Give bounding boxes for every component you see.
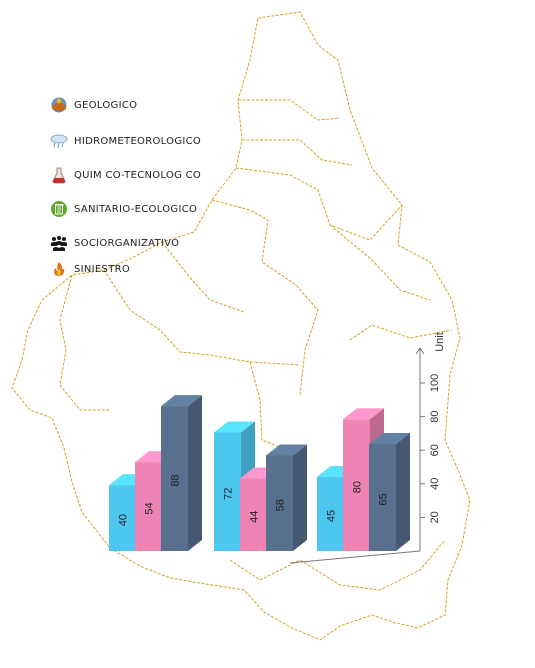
legend: GEOLOGICO HIDROMETEOROLOGICO QUIM CO-TEC…	[50, 96, 250, 286]
map-district-line	[242, 139, 353, 166]
map-district-line	[59, 274, 110, 411]
bar-group1-series3: 88	[161, 395, 202, 551]
legend-item-sanitario: SANITARIO-ECOLOGICO	[50, 200, 197, 218]
legend-label: SANITARIO-ECOLOGICO	[74, 203, 198, 215]
legend-item-siniestro: SINIESTRO	[50, 260, 130, 278]
map-district-line	[161, 241, 245, 313]
bar-top	[343, 408, 384, 420]
legend-label: SINIESTRO	[74, 263, 131, 275]
y-tick-label: 40	[429, 478, 441, 490]
bar	[161, 406, 188, 551]
legend-label: GEOLOGICO	[74, 99, 138, 111]
y-tick-label: 80	[429, 410, 441, 422]
y-axis-label: Unit	[434, 332, 446, 352]
map-district-line	[229, 539, 446, 591]
bar	[214, 432, 241, 551]
bar-side	[293, 444, 307, 551]
bar-value-label: 88	[170, 474, 182, 486]
y-axis-arrow	[415, 347, 425, 355]
bar	[240, 478, 267, 551]
bar	[369, 443, 396, 551]
fire-icon	[54, 262, 65, 276]
trash-bin-icon	[51, 201, 67, 217]
map-boundary	[11, 11, 471, 641]
map-district-line	[238, 99, 341, 121]
bar-group2-series3: 58	[266, 444, 307, 551]
map-district-line	[235, 167, 403, 241]
legend-item-quimico: QUIM CO-TECNOLOG CO	[50, 166, 201, 184]
bar-value-label: 80	[352, 481, 364, 493]
crowd-icon	[51, 236, 67, 251]
bar-value-label: 58	[275, 499, 287, 511]
bar-value-label: 54	[144, 502, 156, 514]
bar	[343, 419, 370, 551]
y-axis: 20 40 60 80 100 Unit	[289, 332, 446, 564]
bar-value-label: 72	[223, 488, 235, 500]
bar	[317, 476, 344, 551]
bar-group3-series3: 65	[369, 432, 410, 551]
legend-item-geologico: GEOLOGICO	[50, 96, 137, 114]
bar-value-label: 40	[118, 514, 130, 526]
legend-label: SOCIORGANIZATIVO	[74, 237, 180, 249]
bar-value-label: 65	[378, 493, 390, 505]
bar-value-label: 44	[249, 511, 261, 523]
map-district-line	[329, 224, 431, 301]
bar	[109, 485, 136, 551]
bar-top	[266, 444, 307, 456]
legend-label: QUIM CO-TECNOLOG CO	[74, 169, 202, 181]
bar-layer: 40 54 88 72 44 58 45 80 65	[109, 395, 410, 551]
bar-top	[369, 432, 410, 444]
x-axis-line	[289, 550, 421, 564]
flask-icon	[52, 167, 66, 184]
legend-item-sociorganizativo: SOCIORGANIZATIVO	[50, 234, 179, 252]
y-tick-label: 20	[429, 511, 441, 523]
bar-side	[188, 395, 202, 551]
bar-top	[161, 395, 202, 407]
legend-label: HIDROMETEOROLOGICO	[74, 135, 202, 147]
map-district-line	[349, 324, 453, 341]
bar-value-label: 45	[326, 510, 338, 522]
map-district-line	[211, 199, 319, 396]
bar	[135, 462, 162, 551]
y-tick-label: 60	[429, 444, 441, 456]
bar-top	[214, 421, 255, 433]
map-district-line	[103, 269, 301, 366]
legend-item-hidrometeorologico: HIDROMETEOROLOGICO	[50, 132, 201, 150]
bar	[266, 455, 293, 551]
bar-side	[396, 432, 410, 551]
volcano-icon	[51, 97, 67, 113]
y-tick-label: 100	[429, 374, 441, 392]
storm-cloud-icon	[50, 134, 68, 149]
